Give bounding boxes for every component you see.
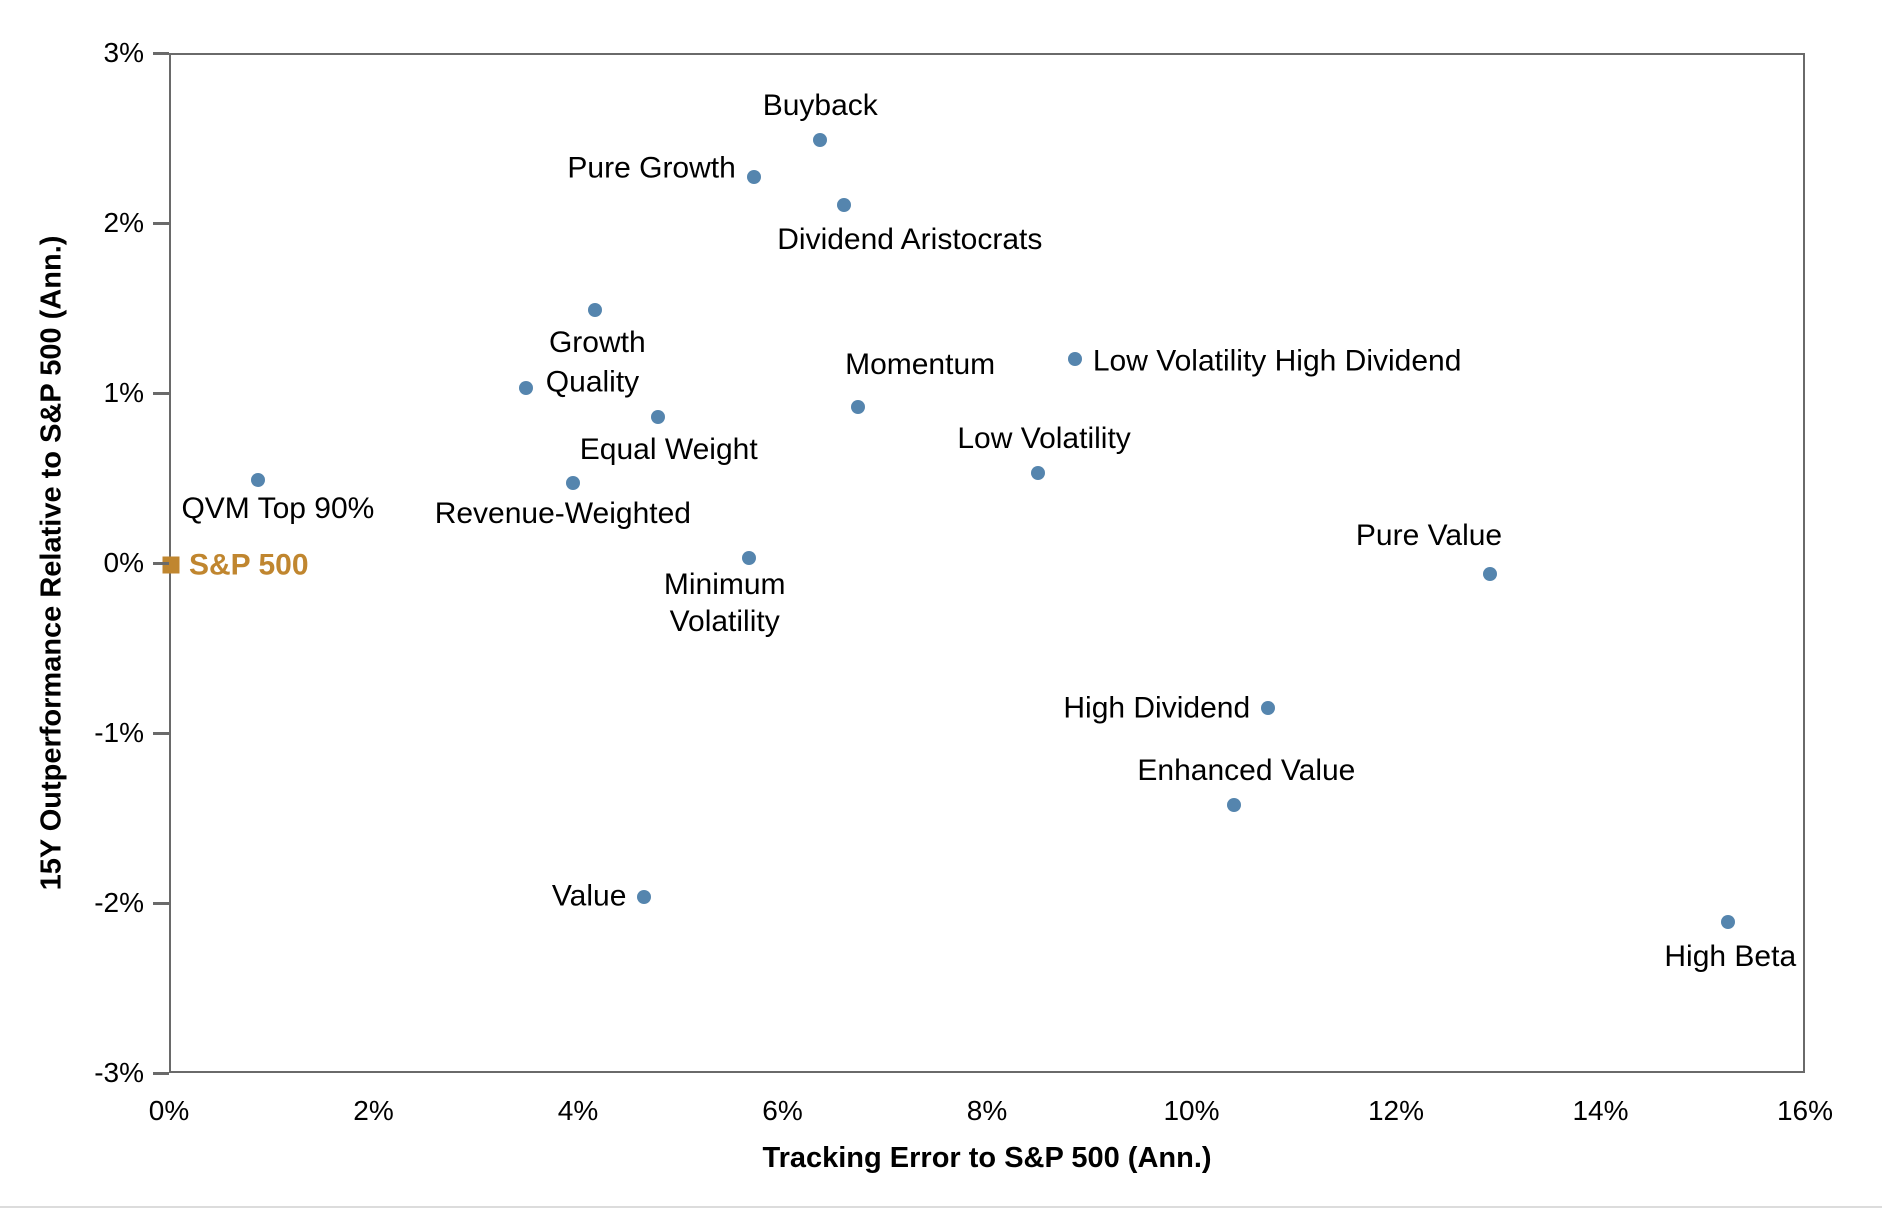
point-label-momentum: Momentum: [845, 347, 996, 381]
point-label-qvm-top-90: QVM Top 90%: [181, 492, 375, 525]
point-label-low-volatility: Low Volatility: [957, 422, 1131, 456]
point-revenue-weighted: [565, 476, 580, 491]
point-buyback: [813, 133, 828, 147]
point-label-high-beta: High Beta: [1664, 940, 1797, 973]
x-tick-label-8: 8%: [966, 1095, 1008, 1126]
point-growth: [588, 303, 603, 317]
point-dividend-aristocrats: [836, 197, 851, 212]
point-label-value: Value: [551, 879, 627, 912]
point-label-equal-weight: Equal Weight: [579, 433, 758, 467]
y-tick-mark-2: [153, 222, 169, 225]
point-low-volatility: [1031, 466, 1046, 481]
x-axis-title: Tracking Error to S&P 500 (Ann.): [762, 1142, 1212, 1174]
y-tick-label-3: 3%: [103, 37, 144, 68]
bottom-divider-line: [0, 1206, 1882, 1208]
x-tick-label-0: 0%: [148, 1095, 190, 1126]
y-tick-label-1: -1%: [94, 717, 144, 748]
point-label-high-dividend: High Dividend: [1063, 691, 1251, 725]
x-tick-label-2: 2%: [353, 1095, 394, 1126]
point-label-growth: Growth: [548, 326, 646, 359]
y-tick-label-0: 0%: [103, 547, 144, 578]
y-tick-label-3: -3%: [94, 1057, 144, 1088]
point-pure-growth: [746, 170, 761, 185]
y-tick-label-2: -2%: [94, 887, 144, 918]
y-tick-mark-0: [153, 562, 169, 565]
x-tick-label-12: 12%: [1367, 1095, 1425, 1126]
x-tick-label-6: 6%: [762, 1095, 803, 1126]
x-tick-label-4: 4%: [557, 1095, 599, 1126]
plot-area: S&P 500 QVM Top 90% Quality Growth Revenue-W…: [162, 53, 1805, 1073]
y-tick-label-1: 1%: [103, 377, 144, 408]
y-tick-label-2: 2%: [103, 207, 144, 238]
point-high-beta: [1721, 915, 1736, 929]
y-tick-mark-1: [153, 732, 169, 735]
point-label-buyback: Buyback: [762, 89, 878, 122]
point-pure-value: [1483, 566, 1498, 581]
x-tick-label-16: 16%: [1776, 1095, 1834, 1126]
point-label-minimum-volatility: Minimum Volatility: [663, 568, 786, 639]
point-equal-weight: [650, 410, 665, 425]
point-momentum: [851, 399, 866, 414]
point-value: [637, 889, 652, 904]
point-enhanced-value: [1227, 797, 1242, 812]
point-s-p-500: [162, 556, 180, 574]
y-tick-mark-3: [153, 52, 169, 55]
y-tick-mark-3: [153, 1072, 169, 1075]
point-label-pure-growth: Pure Growth: [567, 151, 736, 185]
x-tick-label-14: 14%: [1572, 1095, 1629, 1126]
point-label-s-p-500: S&P 500: [189, 548, 309, 582]
point-label-low-volatility-high-dividend: Low Volatility High Dividend: [1092, 344, 1462, 378]
y-tick-mark-1: [153, 392, 169, 395]
point-qvm-top-90: [250, 473, 265, 487]
point-label-dividend-aristocrats: Dividend Aristocrats: [777, 222, 1043, 256]
point-quality: [518, 381, 533, 396]
point-label-pure-value: Pure Value: [1355, 518, 1503, 552]
point-label-revenue-weighted: Revenue-Weighted: [434, 497, 691, 531]
point-label-enhanced-value: Enhanced Value: [1137, 753, 1356, 787]
point-minimum-volatility: [741, 551, 756, 566]
x-tick-label-10: 10%: [1163, 1095, 1220, 1126]
point-high-dividend: [1261, 700, 1276, 715]
point-label-quality: Quality: [545, 365, 640, 399]
point-low-volatility-high-dividend: [1067, 352, 1082, 367]
y-tick-mark-2: [153, 902, 169, 905]
